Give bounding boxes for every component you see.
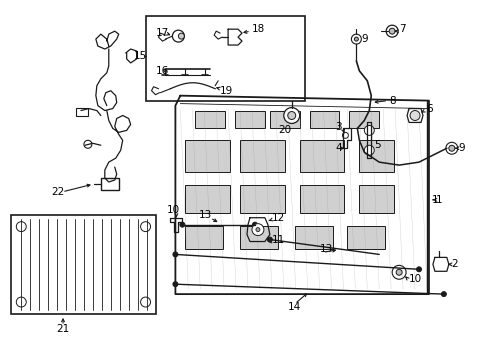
Circle shape [446, 142, 458, 154]
Text: 4: 4 [336, 143, 342, 153]
Text: 1: 1 [436, 195, 442, 205]
Text: 6: 6 [426, 104, 433, 113]
Text: 9: 9 [459, 143, 466, 153]
Circle shape [449, 145, 455, 151]
Bar [359, 185, 394, 213]
Bar [300, 185, 344, 213]
Bar [294, 226, 333, 249]
Text: 17: 17 [155, 28, 169, 38]
Circle shape [252, 224, 264, 235]
Circle shape [396, 269, 402, 275]
Text: 3: 3 [336, 122, 342, 132]
Circle shape [365, 125, 374, 135]
Text: 9: 9 [361, 34, 368, 44]
Text: 13: 13 [319, 244, 333, 255]
Text: 10: 10 [409, 274, 422, 284]
Circle shape [16, 222, 26, 231]
Bar [196, 111, 225, 129]
Bar [101, 178, 119, 190]
Bar [240, 185, 285, 213]
Circle shape [416, 267, 421, 272]
Text: 7: 7 [399, 24, 406, 34]
Text: 10: 10 [167, 205, 180, 215]
Bar [270, 111, 300, 129]
Circle shape [172, 30, 184, 42]
Bar [185, 185, 230, 213]
Text: 12: 12 [272, 213, 285, 223]
Text: 5: 5 [374, 140, 381, 150]
Circle shape [392, 265, 406, 279]
Bar [310, 111, 340, 129]
Bar [185, 226, 223, 249]
Circle shape [141, 297, 150, 307]
Bar [146, 16, 305, 100]
Circle shape [343, 132, 348, 138]
Text: 1: 1 [432, 195, 439, 205]
Circle shape [84, 140, 92, 148]
Circle shape [389, 28, 395, 34]
Circle shape [284, 108, 300, 123]
Bar [300, 140, 344, 172]
Text: 20: 20 [278, 125, 292, 135]
Text: 18: 18 [252, 24, 265, 34]
Circle shape [141, 222, 150, 231]
Bar [185, 140, 230, 172]
Bar [235, 111, 265, 129]
Text: 15: 15 [134, 51, 147, 61]
Text: 13: 13 [198, 210, 212, 220]
Circle shape [351, 34, 361, 44]
Text: 2: 2 [451, 259, 458, 269]
Text: 19: 19 [220, 86, 233, 96]
Circle shape [256, 228, 260, 231]
Circle shape [173, 252, 178, 257]
Circle shape [252, 222, 257, 227]
Circle shape [386, 25, 398, 37]
Circle shape [180, 222, 185, 227]
Bar [347, 226, 385, 249]
Text: 21: 21 [56, 324, 70, 334]
Circle shape [16, 297, 26, 307]
Circle shape [173, 282, 178, 287]
Circle shape [268, 237, 272, 242]
Text: 14: 14 [288, 302, 301, 312]
Bar [76, 108, 88, 116]
Bar [349, 111, 379, 129]
Circle shape [288, 112, 295, 120]
Text: 8: 8 [389, 96, 396, 105]
Circle shape [441, 292, 446, 297]
Bar [11, 215, 155, 314]
Text: 11: 11 [272, 234, 285, 244]
Circle shape [365, 145, 374, 155]
Text: 16: 16 [155, 66, 169, 76]
Circle shape [178, 33, 184, 39]
Text: 22: 22 [51, 187, 64, 197]
Circle shape [410, 111, 420, 121]
Bar [240, 226, 278, 249]
Bar [359, 140, 394, 172]
Circle shape [354, 37, 358, 41]
Bar [240, 140, 285, 172]
